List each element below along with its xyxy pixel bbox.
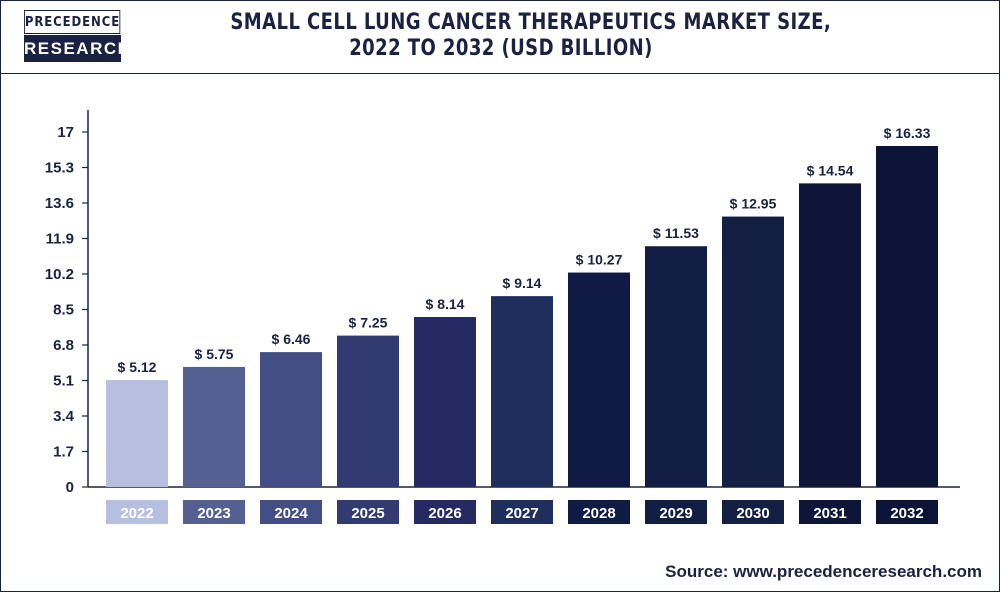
bar-value-label: $ 10.27 <box>576 252 623 268</box>
category-box <box>337 500 399 524</box>
category-box <box>722 500 784 524</box>
bar-value-label: $ 14.54 <box>807 162 854 178</box>
chart-title: SMALL CELL LUNG CANCER THERAPEUTICS MARK… <box>171 10 831 62</box>
bar-value-label: $ 9.14 <box>503 275 542 291</box>
bar <box>337 335 399 487</box>
category-box <box>260 500 322 524</box>
source-label: Source: <box>665 562 729 581</box>
x-tick-label: 2027 <box>505 505 538 522</box>
bar-value-label: $ 12.95 <box>730 196 777 212</box>
category-box <box>799 500 861 524</box>
bar-value-label: $ 16.33 <box>884 125 931 141</box>
x-tick-label: 2023 <box>197 505 230 522</box>
y-tick-label: 6.8 <box>53 337 74 354</box>
bar <box>568 272 630 487</box>
category-box <box>568 500 630 524</box>
bar <box>260 352 322 487</box>
y-tick-label: 5.1 <box>53 373 74 390</box>
x-tick-label: 2022 <box>120 505 153 522</box>
bar <box>645 246 707 487</box>
y-tick-label: 17 <box>57 124 74 141</box>
bar-value-label: $ 6.46 <box>272 331 311 347</box>
y-tick-label: 8.5 <box>53 302 74 319</box>
bar <box>414 317 476 487</box>
bar <box>799 183 861 487</box>
bar-value-label: $ 7.25 <box>349 315 388 331</box>
bar-value-label: $ 8.14 <box>426 296 465 312</box>
y-tick-label: 10.2 <box>45 266 74 283</box>
category-box <box>183 500 245 524</box>
y-tick-label: 3.4 <box>53 408 75 425</box>
y-tick-label: 11.9 <box>46 231 74 248</box>
bar <box>106 380 168 487</box>
category-box <box>414 500 476 524</box>
x-tick-label: 2024 <box>274 505 308 522</box>
x-tick-label: 2031 <box>813 505 846 522</box>
category-box <box>645 500 707 524</box>
category-box <box>876 500 938 524</box>
bar-value-label: $ 5.12 <box>118 359 157 375</box>
category-box <box>106 500 168 524</box>
chart-title-line2: 2022 TO 2032 (USD BILLION) <box>349 36 653 61</box>
y-tick-label: 1.7 <box>53 444 74 461</box>
y-tick-label: 15.3 <box>45 160 74 177</box>
category-box <box>491 500 553 524</box>
chart-title-line1: SMALL CELL LUNG CANCER THERAPEUTICS MARK… <box>230 10 832 35</box>
bar-value-label: $ 11.53 <box>653 225 699 241</box>
y-tick-label: 13.6 <box>45 195 74 212</box>
bar <box>491 296 553 487</box>
x-tick-label: 2032 <box>890 505 923 522</box>
x-tick-label: 2025 <box>351 505 384 522</box>
x-tick-label: 2028 <box>582 505 615 522</box>
bar <box>722 216 784 487</box>
source-note: Source: www.precedenceresearch.com <box>665 562 982 582</box>
header: PRECEDENCE RESEARCH SMALL CELL LUNG CANC… <box>1 1 999 74</box>
x-tick-label: 2029 <box>659 505 692 522</box>
y-tick-label: 0 <box>66 479 74 496</box>
logo: PRECEDENCE RESEARCH <box>24 10 130 62</box>
source-url: www.precedenceresearch.com <box>733 562 982 581</box>
logo-line2: RESEARCH <box>24 35 130 62</box>
bar <box>183 366 245 487</box>
bar-value-label: $ 5.75 <box>195 346 234 362</box>
bar <box>876 145 938 487</box>
x-tick-label: 2026 <box>428 505 461 522</box>
logo-line1: PRECEDENCE <box>24 10 121 34</box>
x-tick-label: 2030 <box>736 505 769 522</box>
